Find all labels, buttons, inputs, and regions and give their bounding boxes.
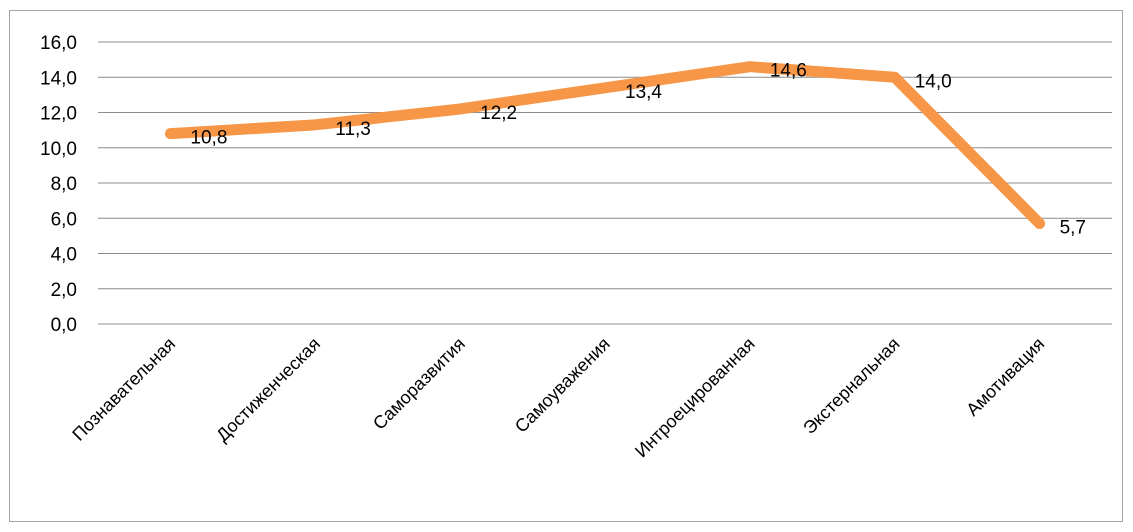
data-point (1034, 218, 1045, 229)
data-point (455, 103, 466, 114)
series-line (164, 61, 1046, 230)
x-category-label: Интроецированная (631, 334, 759, 462)
x-category-label: Достиженческая (212, 334, 324, 446)
data-point (310, 119, 321, 130)
y-tick-label: 2,0 (51, 280, 77, 301)
y-tick-label: 8,0 (51, 174, 77, 195)
y-axis-ticks: 0,0 2,0 4,0 6,0 8,0 10,0 12,0 14,0 16,0 (40, 33, 77, 336)
x-category-label: Амотивация (962, 334, 1048, 420)
y-tick-label: 10,0 (40, 139, 77, 160)
data-label: 13,4 (625, 82, 662, 103)
data-label: 5,7 (1060, 218, 1086, 239)
x-category-label: Самоуважения (511, 334, 614, 437)
y-tick-label: 14,0 (40, 68, 77, 89)
y-tick-label: 4,0 (51, 245, 77, 266)
data-point (889, 72, 900, 83)
y-tick-label: 0,0 (51, 315, 77, 336)
data-label: 12,2 (480, 103, 517, 124)
data-point (600, 82, 610, 93)
data-label: 14,6 (770, 61, 807, 82)
data-point (744, 61, 755, 72)
x-category-label: Саморазвития (369, 334, 469, 434)
x-category-label: Познавательная (68, 334, 179, 445)
data-label: 10,8 (190, 128, 227, 149)
x-category-label: Экстернальная (799, 334, 903, 438)
gridlines (98, 41, 1112, 325)
y-tick-label: 12,0 (40, 104, 77, 125)
data-label: 11,3 (335, 119, 371, 140)
data-point (165, 128, 176, 139)
x-axis-categories: Познавательная Достиженческая Саморазвития… (68, 334, 1048, 462)
y-tick-label: 16,0 (40, 33, 77, 54)
y-tick-label: 6,0 (51, 209, 77, 230)
data-label: 14,0 (915, 71, 952, 92)
data-labels: 10,8 11,3 12,2 13,4 14,6 14,0 5,7 (190, 61, 1086, 239)
